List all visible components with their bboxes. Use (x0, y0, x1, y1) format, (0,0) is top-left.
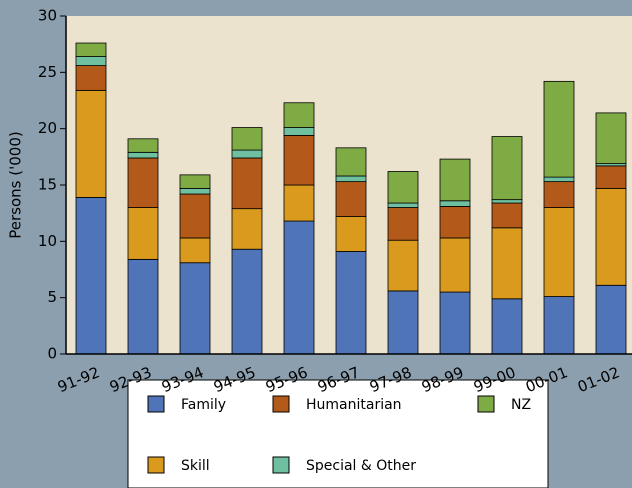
bar-segment (75, 56, 107, 66)
bar-segment (75, 196, 107, 355)
bar-segment (491, 199, 523, 204)
bar-segment (231, 248, 263, 355)
bar-segment (439, 291, 471, 355)
bar-segment (127, 157, 159, 208)
bar-segment (283, 102, 315, 128)
legend-swatch (147, 456, 165, 474)
legend-swatch (477, 395, 495, 413)
bar-segment (491, 202, 523, 229)
y-tick-label: 30 (38, 7, 57, 25)
bar-segment (543, 181, 575, 208)
bar-segment (491, 298, 523, 355)
y-tick-label: 25 (38, 63, 57, 81)
y-tick-label: 0 (47, 345, 57, 363)
bar-segment (439, 200, 471, 207)
bar-segment (595, 284, 627, 355)
legend-swatch (147, 395, 165, 413)
legend-swatch (272, 456, 290, 474)
bar-segment (543, 296, 575, 355)
legend-label: Family (181, 397, 226, 413)
y-tick-label: 15 (38, 176, 57, 194)
y-axis-label: Persons ('000) (7, 131, 25, 238)
bar-segment (231, 208, 263, 250)
bar-segment (75, 89, 107, 198)
bar-segment (75, 65, 107, 91)
bar-segment (179, 237, 211, 264)
bar-segment (231, 127, 263, 151)
bar-segment (179, 193, 211, 239)
legend-label: Special & Other (306, 458, 416, 474)
bar-segment (543, 80, 575, 178)
bar-segment (387, 207, 419, 241)
bar-segment (335, 147, 367, 177)
bar-segment (75, 42, 107, 57)
bar-segment (283, 135, 315, 186)
bar-segment (491, 227, 523, 300)
legend-label: Humanitarian (306, 397, 402, 413)
y-tick-label: 20 (38, 119, 57, 137)
bar-segment (543, 207, 575, 297)
bar-segment (543, 176, 575, 183)
bar-segment (179, 187, 211, 195)
bar-segment (179, 174, 211, 189)
y-tick-label: 10 (38, 232, 57, 250)
bar-segment (231, 149, 263, 159)
bar-segment (283, 220, 315, 355)
bar-segment (283, 184, 315, 222)
y-tick-label: 5 (47, 288, 57, 306)
bar-segment (127, 207, 159, 260)
bar-segment (595, 112, 627, 164)
bar-segment (127, 151, 159, 159)
bar-segment (387, 171, 419, 204)
bar-segment (387, 239, 419, 292)
legend-label: Skill (181, 458, 210, 474)
bar-segment (439, 206, 471, 239)
bar-segment (335, 251, 367, 355)
bar-segment (335, 181, 367, 217)
bar-segment (335, 216, 367, 252)
bar-segment (283, 127, 315, 136)
bar-segment (335, 175, 367, 183)
bar-segment (387, 202, 419, 208)
bar-segment (179, 262, 211, 355)
bar-segment (231, 157, 263, 210)
bar-segment (595, 187, 627, 286)
bar-segment (439, 237, 471, 293)
legend-swatch (272, 395, 290, 413)
bar-segment (387, 290, 419, 355)
bar-segment (439, 158, 471, 202)
bar-segment (491, 136, 523, 201)
legend-label: NZ (511, 397, 531, 413)
bar-segment (127, 258, 159, 355)
bar-segment (127, 138, 159, 153)
bar-segment (595, 165, 627, 189)
